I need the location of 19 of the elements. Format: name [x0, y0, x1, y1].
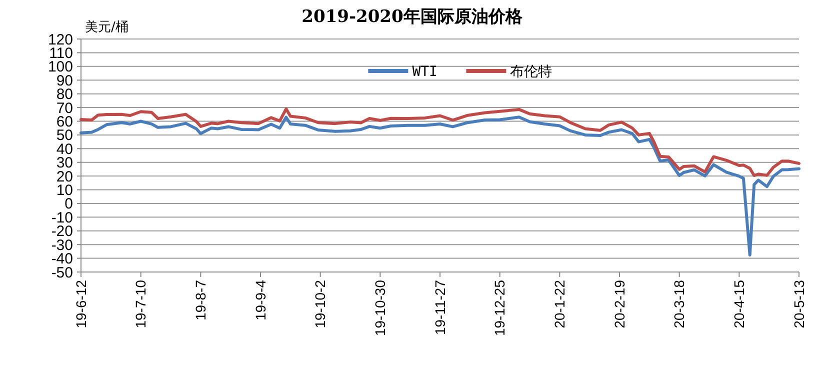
x-tick-label: 19-9-4: [252, 280, 268, 320]
x-tick-label: 20-2-19: [611, 280, 628, 328]
x-tick-label: 19-12-25: [492, 280, 508, 336]
x-tick-label: 19-10-2: [312, 280, 328, 328]
line-series: [80, 116, 800, 257]
legend-label: 布伦特: [510, 64, 552, 80]
legend-label: WTI: [412, 64, 438, 80]
chart-title: 2019-2020年国际原油价格: [302, 7, 524, 27]
x-tick-label: 19-10-30: [372, 280, 388, 336]
x-tick-label: 20-1-22: [552, 280, 568, 328]
x-tick-label: 19-7-10: [132, 280, 149, 328]
line-series: [80, 107, 800, 178]
x-tick-label: 19-8-7: [192, 280, 209, 320]
x-tick-label: 20-4-15: [731, 280, 748, 328]
y-axis-title: 美元/桶: [85, 19, 128, 35]
x-tick-label: 20-3-18: [671, 280, 688, 328]
x-tick-label: 19-11-27: [432, 280, 448, 336]
x-tick-label: 20-5-13: [790, 280, 807, 328]
x-tick-label: 19-6-12: [72, 280, 89, 328]
